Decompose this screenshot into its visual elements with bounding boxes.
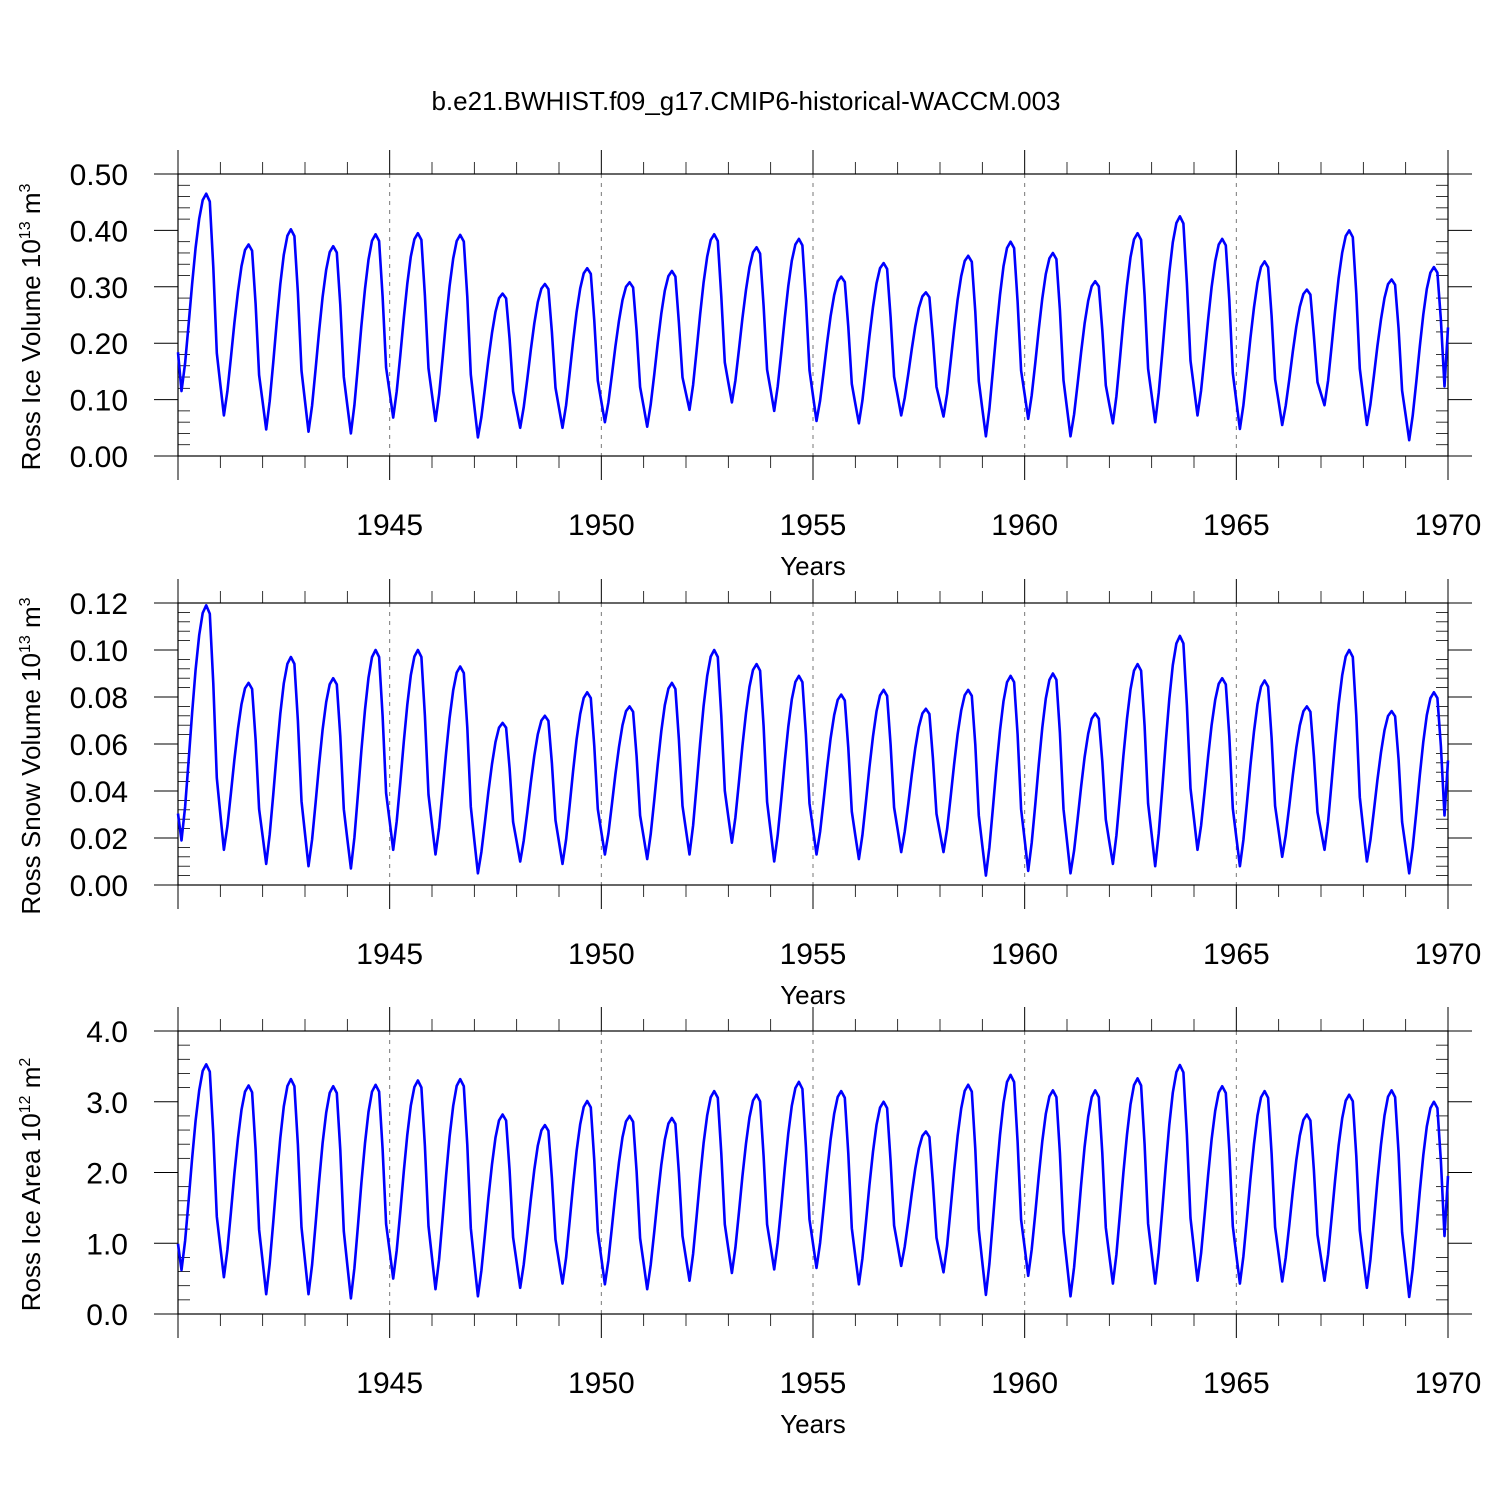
y-axis-label: Ross Ice Area 1012 m2 xyxy=(16,1058,46,1312)
x-tick-label: 1955 xyxy=(780,938,847,971)
y-axis-label: Ross Ice Volume 1013 m3 xyxy=(16,183,46,470)
plot-frame xyxy=(177,602,1449,886)
x-axis-label: Years xyxy=(780,1409,846,1439)
x-tick-label: 1950 xyxy=(568,1367,635,1400)
x-tick-label: 1970 xyxy=(1415,1367,1482,1400)
y-tick-label: 0.10 xyxy=(70,635,128,668)
figure-title: b.e21.BWHIST.f09_g17.CMIP6-historical-WA… xyxy=(431,86,1060,116)
x-tick-label: 1945 xyxy=(356,509,423,542)
x-tick-label: 1960 xyxy=(991,1367,1058,1400)
y-tick-label: 4.0 xyxy=(86,1016,128,1049)
y-tick-label: 0.00 xyxy=(70,441,128,474)
x-tick-label: 1950 xyxy=(568,509,635,542)
y-tick-label: 0.0 xyxy=(86,1299,128,1332)
x-tick-label: 1970 xyxy=(1415,938,1482,971)
x-tick-label: 1955 xyxy=(780,509,847,542)
y-tick-label: 0.20 xyxy=(70,328,128,361)
y-tick-label: 0.02 xyxy=(70,823,128,856)
plot-frame xyxy=(177,173,1449,457)
x-axis-label: Years xyxy=(780,551,846,581)
y-tick-label: 1.0 xyxy=(86,1228,128,1261)
y-tick-label: 0.12 xyxy=(70,588,128,621)
y-tick-label: 0.40 xyxy=(70,215,128,248)
y-tick-label: 0.06 xyxy=(70,729,128,762)
plot-frame xyxy=(177,1030,1449,1315)
y-tick-label: 0.30 xyxy=(70,272,128,305)
x-tick-label: 1950 xyxy=(568,938,635,971)
y-tick-label: 0.50 xyxy=(70,159,128,192)
y-tick-label: 0.04 xyxy=(70,776,128,809)
x-tick-label: 1970 xyxy=(1415,509,1482,542)
panel-ross-ice-area: 1945 1950 1955 1960 1965 1970 Years 0.0 1.0 2.0 3.… xyxy=(16,1007,1481,1439)
series-line-ross-snow-volume xyxy=(176,604,1450,877)
x-tick-label: 1945 xyxy=(356,1367,423,1400)
series-line-ross-ice-volume xyxy=(176,192,1450,442)
y-tick-label: 3.0 xyxy=(86,1087,128,1120)
x-tick-label: 1955 xyxy=(780,1367,847,1400)
panel-ross-snow-volume: 1945 1950 1955 1960 1965 1970 Years 0.00 0.02 0.0… xyxy=(16,579,1481,1010)
x-tick-label: 1960 xyxy=(991,509,1058,542)
panel-ross-ice-volume: 1945 1950 1955 1960 1965 1970 Years 0.00 0.10 0.2… xyxy=(16,150,1481,581)
y-tick-label: 0.00 xyxy=(70,870,128,903)
y-axis-label: Ross Snow Volume 1013 m3 xyxy=(16,597,46,914)
x-tick-label: 1965 xyxy=(1203,938,1270,971)
y-tick-label: 2.0 xyxy=(86,1158,128,1191)
x-tick-label: 1945 xyxy=(356,938,423,971)
series-line-ross-ice-area xyxy=(176,1063,1450,1300)
x-tick-label: 1965 xyxy=(1203,1367,1270,1400)
x-tick-label: 1960 xyxy=(991,938,1058,971)
x-tick-label: 1965 xyxy=(1203,509,1270,542)
y-tick-label: 0.08 xyxy=(70,682,128,715)
x-axis-label: Years xyxy=(780,980,846,1010)
y-tick-label: 0.10 xyxy=(70,385,128,418)
